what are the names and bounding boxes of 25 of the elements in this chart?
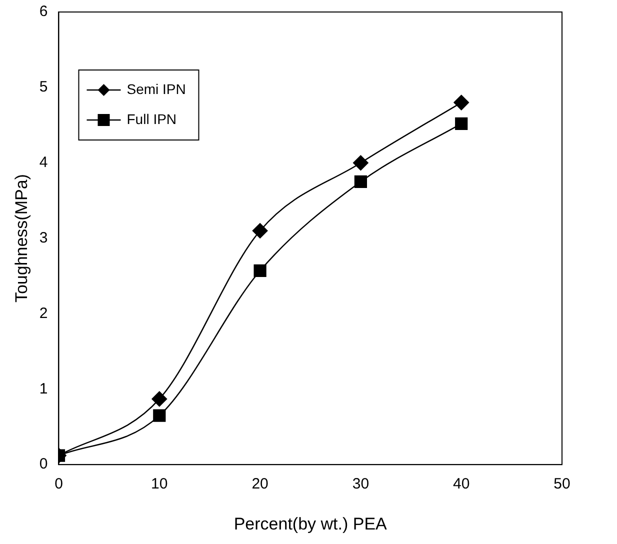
point [153, 409, 166, 422]
y-tick-label: 0 [39, 456, 48, 473]
x-tick-label: 20 [252, 476, 268, 493]
y-tick-label: 4 [39, 154, 48, 172]
y-tick-label: 3 [39, 229, 48, 246]
x-tick-label: 50 [554, 476, 570, 493]
x-axis-title: Percent(by wt.) PEA [234, 514, 388, 534]
y-tick-label: 1 [39, 380, 48, 398]
point [354, 175, 368, 188]
x-tick-label: 30 [352, 476, 370, 493]
legend-label: Full IPN [126, 110, 177, 127]
point [152, 391, 168, 407]
y-tick-label: 2 [39, 304, 48, 322]
y-tick-label: 5 [39, 78, 48, 96]
point [454, 94, 469, 110]
point [252, 223, 268, 238]
legend-label: Semi IPN [126, 80, 186, 97]
x-tick-label: 10 [151, 476, 168, 493]
point [455, 117, 468, 130]
y-axis-title: Toughness(MPa) [12, 174, 31, 303]
y-tick-label: 6 [39, 3, 48, 20]
point [254, 264, 266, 278]
point [353, 155, 368, 171]
x-tick-label: 0 [54, 476, 63, 493]
x-tick-label: 40 [453, 476, 470, 493]
